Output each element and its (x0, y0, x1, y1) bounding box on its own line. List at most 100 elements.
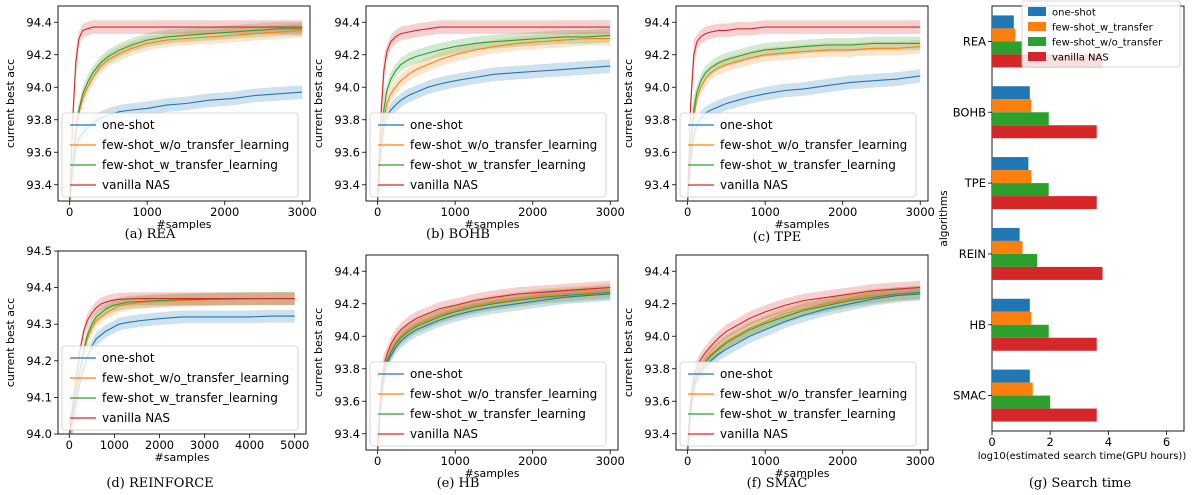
y-axis-label: current best acc (312, 308, 325, 397)
panel-caption: (a) REA (125, 227, 176, 242)
bar-tpe-2 (992, 170, 1032, 184)
bar-rein-4 (992, 266, 1103, 280)
chart-panel-5: 0 1000 2000 3000 93.4 93.6 93.8 94.0 94.2 94.4 #sa… (312, 254, 625, 491)
x-tick-label: 1000 (751, 454, 780, 468)
legend-box (679, 112, 917, 198)
y-tick-label: 94.4 (644, 15, 670, 29)
bar-rea-2 (992, 28, 1016, 42)
panel-caption: (c) TPE (753, 230, 801, 245)
bar-bohb-3 (992, 112, 1049, 126)
x-tick-label: 3000 (906, 454, 935, 468)
y-tick-label: 94.0 (644, 329, 670, 343)
series-line-4 (69, 26, 303, 201)
y-tick-label: 94.0 (334, 329, 360, 343)
y-tick-label: 94.4 (26, 281, 52, 295)
x-tick-label: 1000 (441, 454, 470, 468)
series-band-1 (687, 287, 921, 450)
y-tick-label: 93.8 (26, 113, 52, 127)
x-tick-label: 0 (684, 205, 691, 219)
y-tick-label: 94.2 (644, 48, 670, 62)
legend-label-1: one-shot (102, 118, 155, 132)
series-line-3 (377, 34, 611, 201)
y-axis-label: current best acc (622, 59, 635, 148)
bar-rein-2 (992, 240, 1023, 254)
legend-label-2: few-shot_w/o_transfer_learning (102, 138, 289, 152)
y-tick-label: 94.1 (26, 390, 52, 404)
x-tick-label: 2000 (828, 454, 857, 468)
y-tick-label: 93.4 (334, 427, 360, 441)
x-axis-label: #samples (775, 218, 830, 231)
x-axis-label: #samples (157, 218, 212, 231)
x-axis-label: #samples (465, 218, 520, 231)
bar-smac-2 (992, 382, 1033, 396)
panel-caption: (g) Search time (1029, 476, 1132, 491)
legend-label-3: few-shot_w_transfer_learning (410, 158, 586, 172)
x-tick-label: 3000 (190, 438, 219, 452)
x-tick-label: 3000 (596, 454, 625, 468)
category-label: BOHB (953, 105, 986, 119)
series-band-1 (687, 69, 921, 201)
legend-label-2: few-shot_w/o_transfer_learning (102, 371, 289, 385)
x-tick-label: 2000 (518, 454, 547, 468)
series-band-1 (377, 287, 611, 450)
y-tick-label: 93.4 (644, 427, 670, 441)
y-tick-label: 93.6 (334, 145, 360, 159)
bar-hb-1 (992, 298, 1030, 312)
legend-label-3: few-shot_w_transfer_learning (720, 407, 896, 421)
x-tick-label: 3000 (596, 205, 625, 219)
bar-hb-4 (992, 337, 1097, 351)
x-tick-label: 4000 (235, 438, 264, 452)
y-tick-label: 93.6 (26, 145, 52, 159)
series-line-4 (68, 298, 295, 434)
legend-box (1021, 0, 1181, 68)
bar-rea-3 (992, 41, 1023, 55)
x-tick-label: 1000 (751, 205, 780, 219)
chart-panel-3: 0 1000 2000 3000 93.4 93.6 93.8 94.0 94.2 94.4 #sa… (622, 5, 935, 245)
series-band-2 (687, 285, 921, 450)
legend-label-2: few-shot_w/o_transfer_learning (720, 387, 907, 401)
bar-rein-3 (992, 253, 1038, 267)
x-tick-label: 0 (66, 438, 73, 452)
y-tick-label: 94.4 (644, 264, 670, 278)
x-tick-label: 2 (1047, 435, 1054, 449)
x-axis-label: #samples (465, 467, 520, 480)
legend-box (369, 112, 607, 198)
plot-frame (991, 5, 1185, 432)
x-tick-label: 1000 (441, 205, 470, 219)
x-tick-label: 2000 (828, 205, 857, 219)
legend-label-1: one-shot (410, 367, 463, 381)
y-tick-label: 94.2 (26, 48, 52, 62)
legend-swatch-3 (1028, 37, 1046, 46)
series-line-3 (69, 28, 303, 201)
series-line-4 (687, 26, 921, 201)
y-tick-label: 94.0 (334, 80, 360, 94)
panel-caption: (b) BOHB (426, 227, 490, 242)
legend-label-4: vanilla NAS (1052, 53, 1109, 64)
chart-panel-2: 0 1000 2000 3000 93.4 93.6 93.8 94.0 94.2 94.4 #sa… (312, 5, 625, 242)
y-tick-label: 94.4 (334, 264, 360, 278)
legend-label-1: one-shot (1052, 8, 1096, 19)
legend-label-1: one-shot (720, 367, 773, 381)
chart-panel-1: 0 1000 2000 3000 93.4 93.6 93.8 94.0 94.2 94.4 #sa… (4, 5, 317, 242)
legend-label-3: few-shot_w_transfer_learning (410, 407, 586, 421)
y-axis-label: current best acc (4, 298, 17, 387)
x-tick-label: 0 (374, 205, 381, 219)
legend-label-3: few-shot_w/o_transfer (1052, 38, 1163, 49)
y-tick-label: 94.2 (334, 48, 360, 62)
panel-caption: (f) SMAC (747, 476, 808, 491)
y-axis-label: algorithms (938, 190, 950, 246)
legend-box (679, 361, 917, 447)
bar-smac-4 (992, 408, 1097, 422)
y-tick-label: 93.4 (26, 178, 52, 192)
series-line-4 (377, 26, 611, 201)
chart-panel-7: REA BOHB TPE REIN HB SMAC 0 2 4 6 log10(estimated … (938, 0, 1186, 491)
legend-label-2: few-shot_w_transfer (1052, 23, 1154, 34)
y-tick-label: 93.6 (644, 394, 670, 408)
series-line-2 (687, 46, 921, 201)
y-tick-label: 94.4 (26, 15, 52, 29)
x-tick-label: 2000 (518, 205, 547, 219)
category-label: TPE (964, 176, 986, 190)
bar-smac-1 (992, 369, 1030, 383)
series-band-4 (687, 20, 921, 201)
legend-label-4: vanilla NAS (102, 178, 170, 192)
